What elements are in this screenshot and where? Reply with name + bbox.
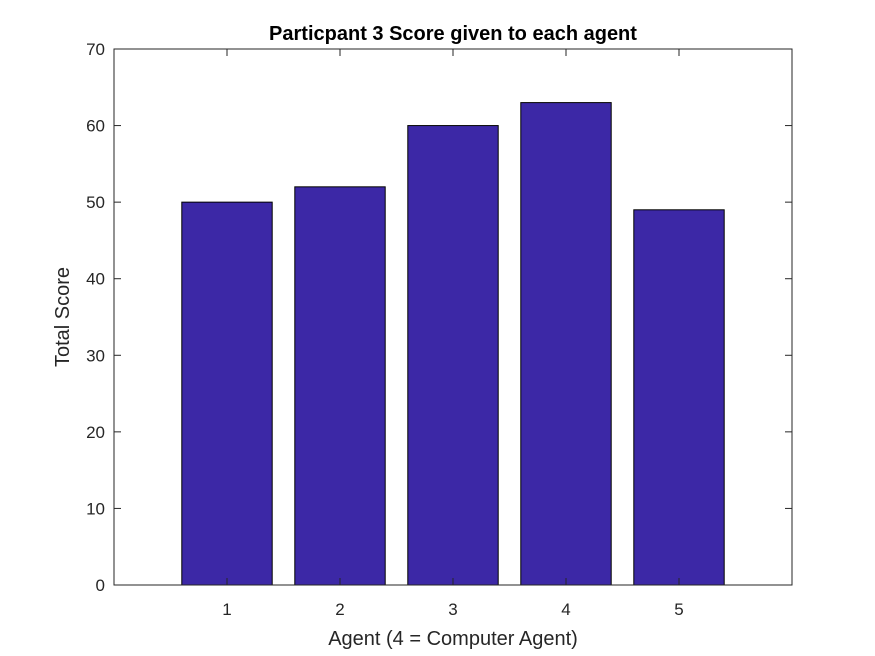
x-tick-label: 4 xyxy=(561,600,570,619)
y-tick-label: 0 xyxy=(96,576,105,595)
y-tick-label: 40 xyxy=(86,270,105,289)
x-tick-label: 3 xyxy=(448,600,457,619)
bars-group xyxy=(181,102,725,586)
x-axis-ticks: 1 2 3 4 5 xyxy=(222,49,684,619)
x-tick-label: 1 xyxy=(222,600,231,619)
x-tick-label: 5 xyxy=(674,600,683,619)
plot-area: 0 10 20 30 40 50 60 70 1 2 3 4 5 xyxy=(86,40,793,619)
x-tick-label: 2 xyxy=(335,600,344,619)
y-tick-label: 50 xyxy=(86,193,105,212)
y-tick-label: 60 xyxy=(86,117,105,136)
bar-agent-5 xyxy=(633,209,725,586)
y-tick-label: 20 xyxy=(86,423,105,442)
y-tick-label: 30 xyxy=(86,346,105,365)
bar-agent-3 xyxy=(407,125,499,586)
chart-title: Particpant 3 Score given to each agent xyxy=(269,23,637,45)
bar-agent-4 xyxy=(520,102,612,586)
y-axis-ticks: 0 10 20 30 40 50 60 70 xyxy=(86,40,792,595)
bar-agent-1 xyxy=(181,201,273,586)
y-tick-label: 70 xyxy=(86,40,105,59)
y-axis-label: Total Score xyxy=(52,267,74,367)
x-axis-label: Agent (4 = Computer Agent) xyxy=(328,628,578,650)
y-tick-label: 10 xyxy=(86,499,105,518)
bar-agent-2 xyxy=(294,186,386,586)
